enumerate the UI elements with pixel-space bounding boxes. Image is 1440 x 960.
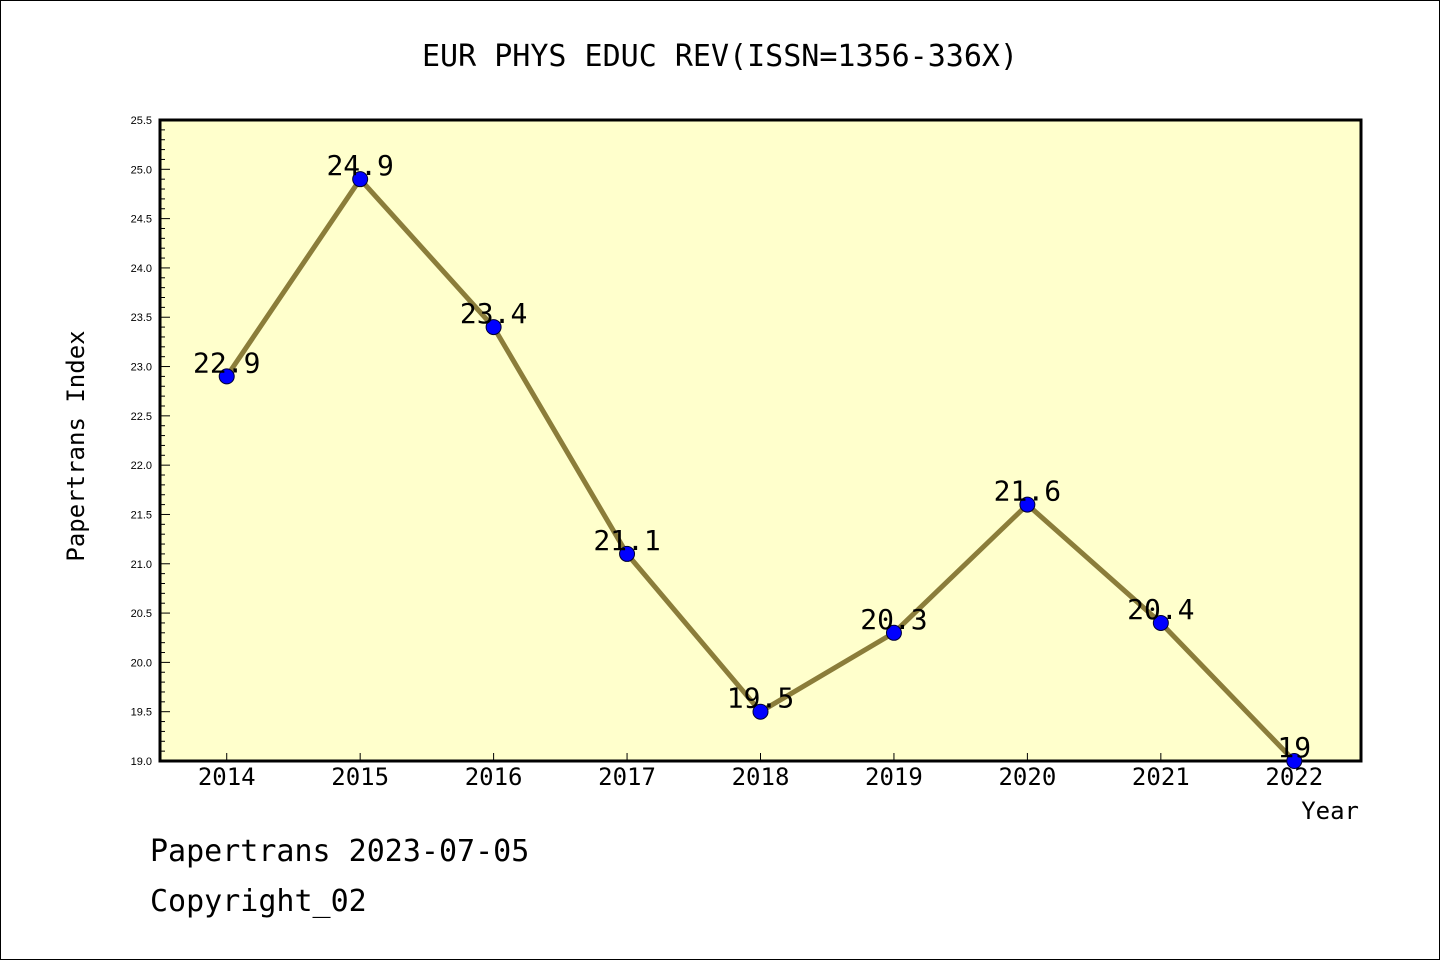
y-tick-label: 20.0 (131, 657, 152, 669)
data-label: 23.4 (460, 297, 527, 330)
chart-title: EUR PHYS EDUC REV(ISSN=1356-336X) (422, 39, 1018, 74)
y-tick-label: 24.0 (131, 263, 152, 275)
series-markers (218, 171, 1303, 769)
data-label: 22.9 (193, 346, 260, 379)
y-tick-label: 22.5 (131, 411, 152, 423)
data-point-marker (1286, 753, 1303, 769)
y-tick-label: 24.5 (131, 214, 152, 226)
data-label: 24.9 (326, 149, 393, 182)
x-tick-label: 2019 (865, 763, 923, 791)
data-label: 19.5 (727, 682, 794, 715)
y-tick-label: 22.0 (131, 460, 152, 472)
y-tick-label: 25.0 (131, 164, 152, 176)
data-point-marker (1152, 614, 1169, 631)
data-point-marker (352, 171, 369, 188)
data-label: 20.4 (1127, 593, 1194, 626)
x-tick-label: 2014 (198, 763, 256, 791)
x-tick-label: 2015 (331, 763, 389, 791)
plot-area (158, 118, 1363, 763)
data-point-marker (1019, 496, 1036, 513)
y-tick-label: 25.5 (131, 115, 152, 127)
data-label: 20.3 (860, 603, 927, 636)
data-point-marker (619, 545, 636, 562)
x-tick-label: 2020 (998, 763, 1056, 791)
footer-copyright-text: Copyright_02 (150, 884, 367, 919)
y-tick-label: 21.0 (131, 559, 152, 571)
data-label: 21.1 (593, 524, 660, 557)
data-labels: 22.9 24.9 23.4 21.1 19.5 20.3 21.6 20.4 19 (193, 149, 1311, 764)
footer-date-text: Papertrans 2023-07-05 (150, 834, 530, 869)
y-tick-label: 19.5 (131, 707, 152, 719)
x-tick-label: 2018 (732, 763, 790, 791)
y-tick-label: 19.0 (131, 756, 152, 768)
y-tick-label: 23.0 (131, 362, 152, 374)
y-tick-label: 20.5 (131, 608, 152, 620)
data-point-marker (485, 319, 502, 336)
data-point-marker (752, 703, 769, 720)
y-axis-label: Papertrans Index (62, 330, 90, 561)
x-tick-label: 2021 (1132, 763, 1190, 791)
data-point-marker (885, 624, 902, 641)
data-point-marker (218, 368, 235, 385)
x-axis-tick-labels: 2014 2015 2016 2017 2018 2019 2020 2021 2022 (198, 763, 1323, 791)
y-tick-label: 23.5 (131, 312, 152, 324)
x-tick-label: 2016 (465, 763, 523, 791)
y-axis-ticks (160, 119, 170, 762)
data-label: 21.6 (994, 475, 1061, 508)
y-tick-label: 21.5 (131, 509, 152, 521)
data-label: 19 (1277, 731, 1311, 764)
y-axis-tick-labels: 19.0 19.5 20.0 20.5 21.0 21.5 22.0 22.5 23.0 23.5… (131, 115, 152, 768)
x-axis-label: Year (1301, 797, 1359, 825)
x-tick-label: 2017 (598, 763, 656, 791)
